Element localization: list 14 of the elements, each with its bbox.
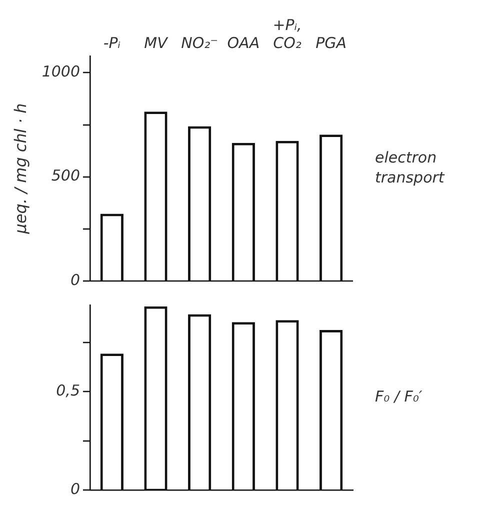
y-axis-title: µeq. / mg chl · h [10, 103, 30, 235]
y-tick-label: 1000 [42, 62, 80, 81]
y-tick-label: 0 [70, 270, 80, 289]
x-tick-label: OAA [227, 34, 260, 52]
x-tick-label: +Pᵢ, CO₂ [272, 16, 302, 52]
x-tick-label: MV [144, 34, 170, 52]
x-tick-label: NO₂⁻ [181, 34, 218, 52]
text: electron transport [375, 148, 446, 186]
y-tick-label: 500 [51, 166, 80, 185]
y-tick-label: 0 [70, 480, 80, 498]
x-tick-label: PGA [316, 34, 347, 52]
text: F₀ / F₀′ [375, 387, 423, 406]
y-tick-label: 0,5 [56, 381, 80, 400]
x-tick-label: -Pᵢ [103, 34, 121, 52]
